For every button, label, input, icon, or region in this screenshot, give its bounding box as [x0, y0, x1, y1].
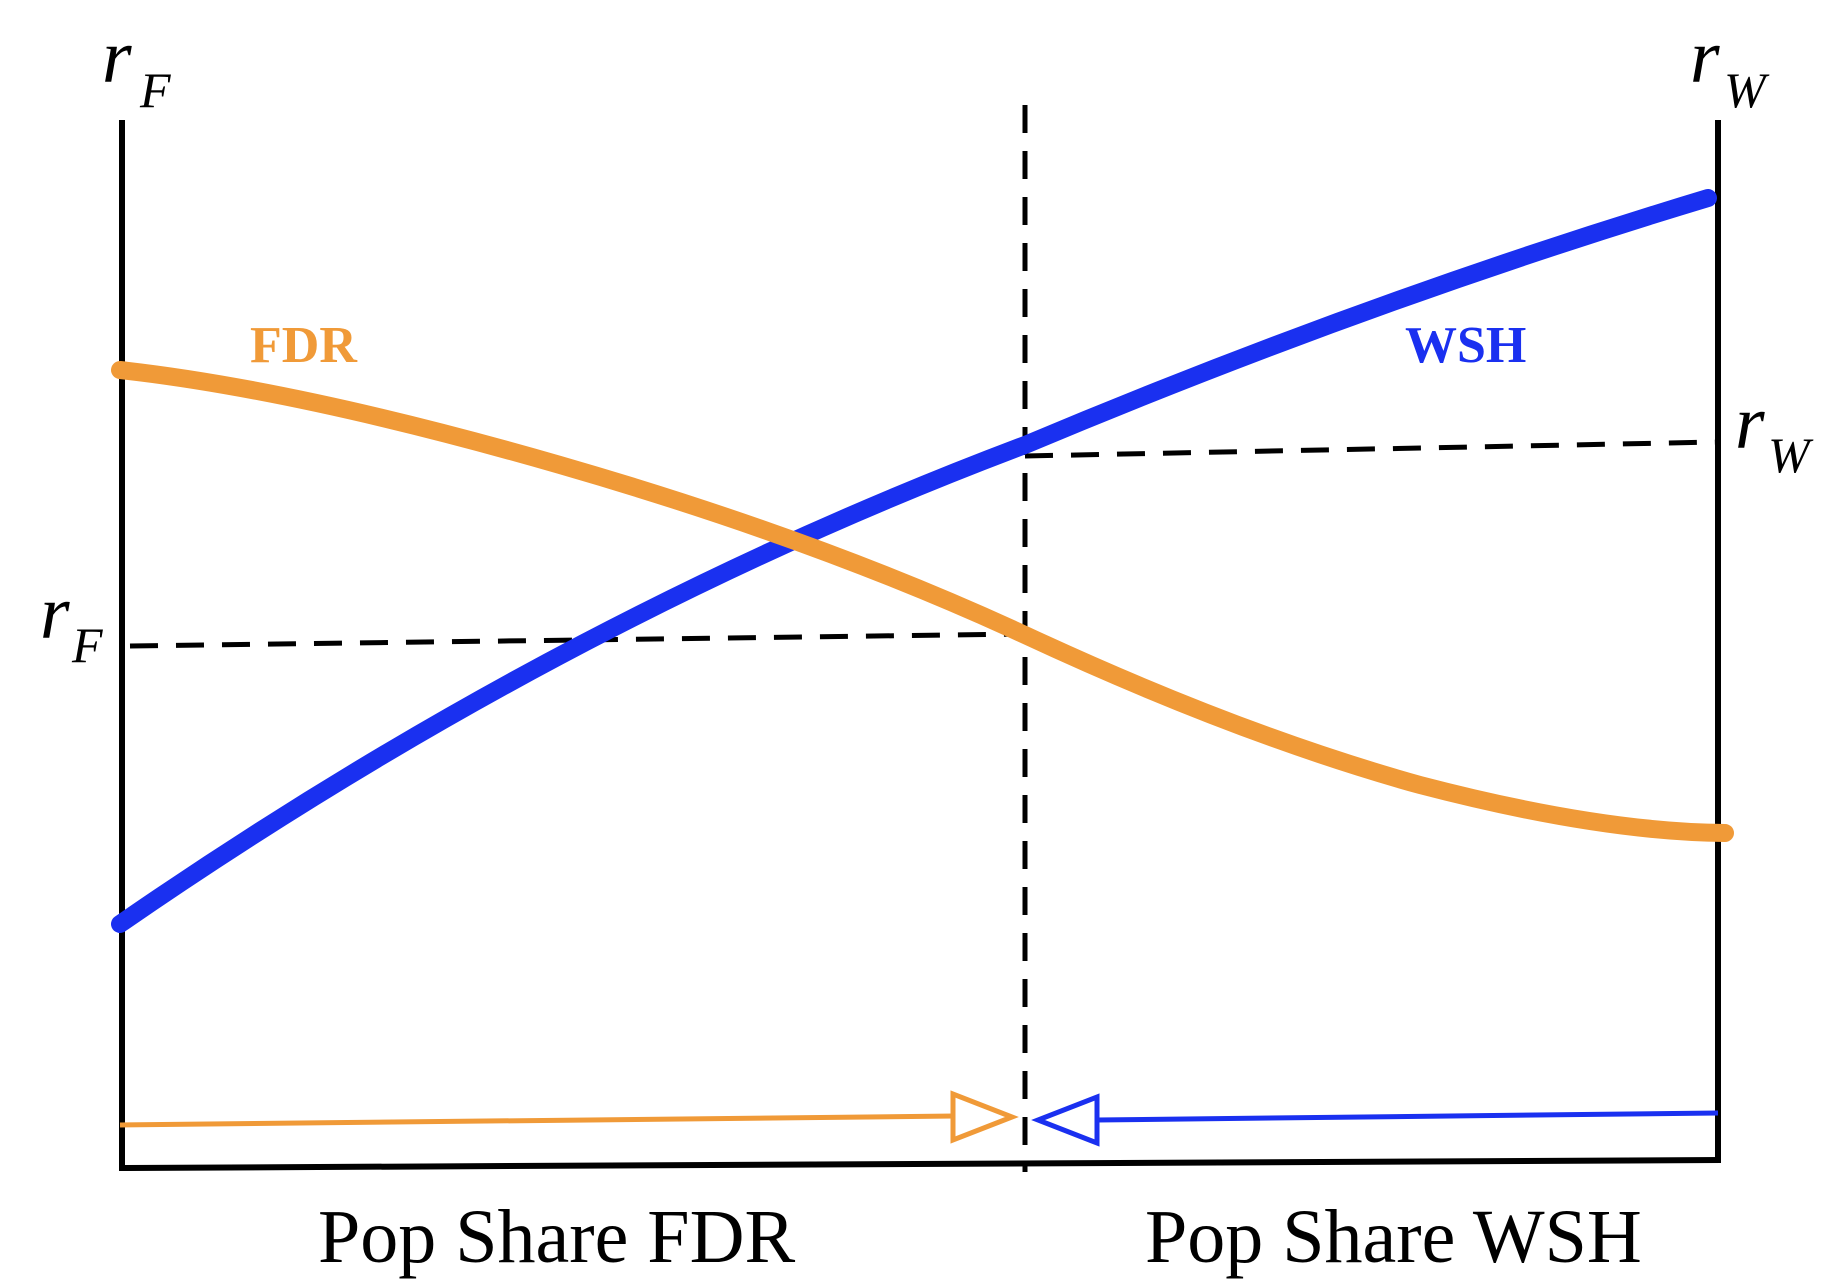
fdr-curve-label: FDR — [250, 317, 358, 374]
rf-level-label: rF — [40, 571, 103, 673]
rf-dashed-line — [129, 631, 1026, 649]
wsh-curve — [111, 189, 1717, 933]
rw-dashed-line — [1024, 439, 1719, 459]
wsh-curve-label: WSH — [1405, 317, 1526, 374]
right-caption: Pop Share WSH — [1145, 1195, 1642, 1279]
wsh-arrow-shaft — [1096, 1110, 1719, 1123]
bottom-axis — [118, 1157, 1722, 1171]
wsh-arrowhead — [1031, 1093, 1100, 1147]
right-axis-label: rW — [1690, 15, 1770, 118]
fdr-arrowhead — [950, 1090, 1019, 1144]
fdr-curve — [111, 361, 1734, 842]
rw-level-label: rW — [1735, 381, 1814, 483]
fdr-arrow-shaft — [119, 1113, 956, 1128]
left-caption: Pop Share FDR — [318, 1195, 795, 1279]
